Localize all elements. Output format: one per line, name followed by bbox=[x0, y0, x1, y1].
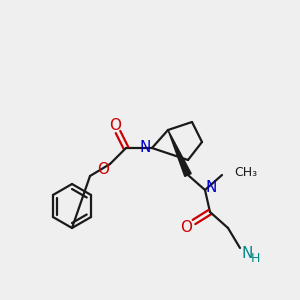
Text: O: O bbox=[97, 161, 109, 176]
Text: O: O bbox=[180, 220, 192, 235]
Text: N: N bbox=[139, 140, 151, 155]
Polygon shape bbox=[168, 130, 191, 176]
Text: O: O bbox=[109, 118, 121, 133]
Text: H: H bbox=[250, 251, 260, 265]
Text: CH₃: CH₃ bbox=[234, 166, 257, 178]
Text: N: N bbox=[205, 181, 217, 196]
Text: N: N bbox=[241, 247, 253, 262]
